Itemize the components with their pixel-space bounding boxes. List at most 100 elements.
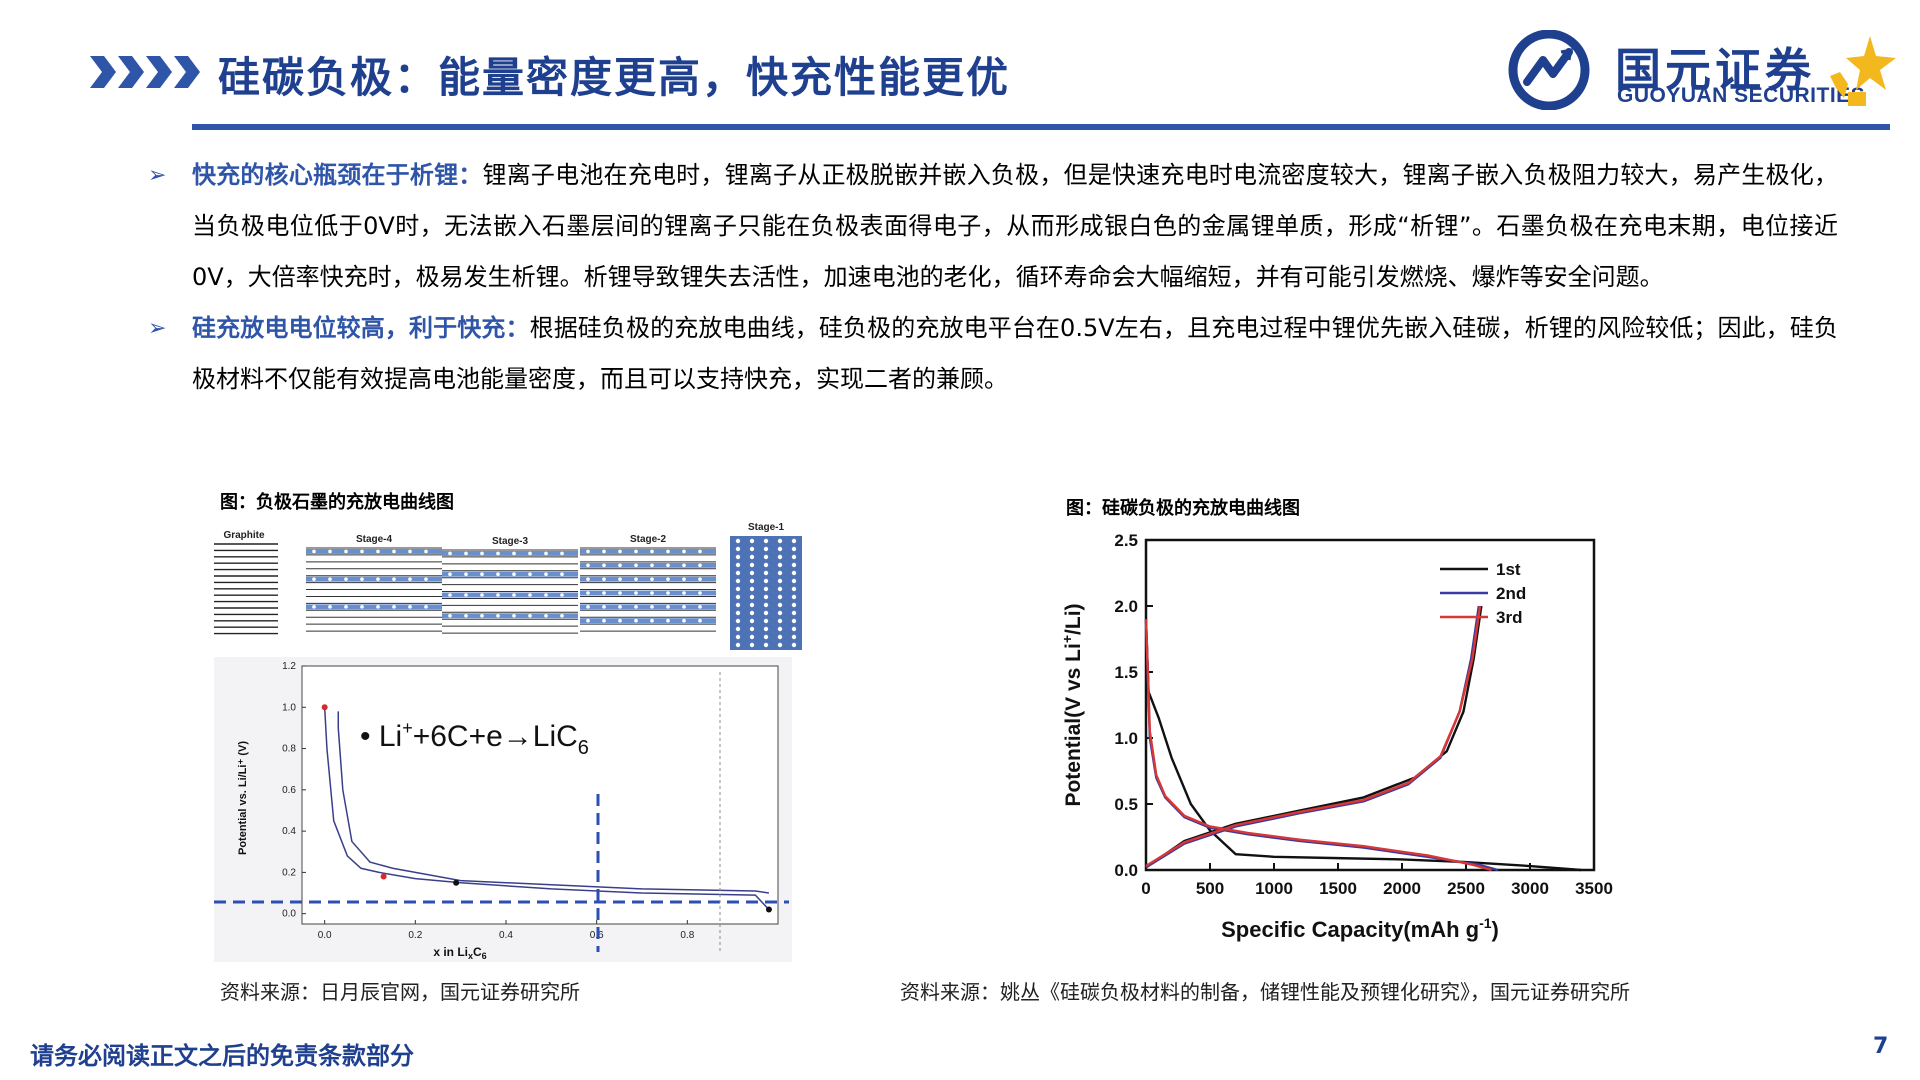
lithium-ion [763, 626, 769, 632]
lithium-ion [512, 572, 516, 577]
lithium-ion [777, 602, 783, 608]
lithium-ion [698, 605, 702, 609]
lithium-ion [791, 570, 797, 576]
series-line-3rd [1144, 619, 1492, 872]
lithium-ion [763, 570, 769, 576]
x-tick-label: 0.4 [499, 930, 513, 941]
lithium-ion [512, 551, 516, 556]
lithium-ion [408, 577, 412, 581]
lithium-ion [735, 586, 741, 592]
x-tick-label: 0 [1141, 879, 1150, 898]
lithium-ion [528, 551, 532, 556]
lithium-ion [560, 613, 564, 618]
figure-left-caption: 图：负极石墨的充放电曲线图 [220, 492, 454, 513]
stage-label: Stage-4 [356, 534, 393, 545]
lithium-ion [512, 593, 516, 597]
data-marker [321, 704, 328, 711]
y-tick-label: 0.0 [1114, 861, 1138, 880]
company-logo: 国元证券 GUOYUAN SECURITIES [1505, 28, 1900, 114]
lithium-ion [791, 546, 797, 552]
lithium-ion [328, 549, 332, 554]
lithium-ion [344, 577, 348, 581]
page-title: 硅碳负极：能量密度更高，快充性能更优 [218, 53, 1011, 102]
lithium-ion [448, 572, 452, 577]
lithium-ion [777, 538, 783, 544]
title-divider [192, 124, 1890, 130]
reaction-equation: • Li++6C+e→LiC6 [360, 718, 589, 759]
lithium-ion [735, 562, 741, 568]
lithium-ion [512, 613, 516, 618]
plot-frame [301, 665, 779, 925]
lithium-ion [650, 577, 654, 581]
intercalated-lithium-layer [442, 571, 578, 577]
lithium-ion [448, 593, 452, 597]
lithium-ion [464, 593, 468, 597]
x-tick-label: 2500 [1447, 879, 1485, 898]
lithium-ion [376, 577, 380, 581]
lithium-ion [698, 563, 702, 568]
lithium-ion [586, 577, 590, 581]
lithium-ion [763, 538, 769, 544]
guoyuan-emblem-icon [1508, 30, 1590, 110]
lithium-ion [464, 572, 468, 577]
lithium-ion [544, 572, 548, 577]
figure-right-caption: 图：硅碳负极的充放电曲线图 [1066, 498, 1300, 519]
lithium-ion [480, 593, 484, 597]
lithium-ion [735, 618, 741, 624]
lithium-ion [791, 554, 797, 560]
lithium-ion [791, 634, 797, 640]
lithium-ion [650, 591, 654, 595]
lithium-ion [586, 563, 590, 568]
bullet-item: ➢ 硅充放电电位较高，利于快充：根据硅负极的充放电曲线，硅负极的充放电平台在0.… [148, 303, 1838, 405]
stage1-block [730, 536, 802, 650]
y-tick-label: 0.2 [282, 867, 296, 878]
lithium-ion [777, 546, 783, 552]
intercalated-lithium-layer [580, 590, 716, 596]
lithium-ion [634, 563, 638, 568]
intercalated-lithium-layer [306, 549, 442, 554]
lithium-ion [602, 618, 606, 623]
lithium-ion [763, 610, 769, 616]
lithium-ion [360, 605, 364, 609]
lithium-ion [791, 538, 797, 544]
lithium-ion [618, 618, 622, 623]
lithium-ion [763, 602, 769, 608]
x-tick-label: 2000 [1383, 879, 1421, 898]
lithium-ion [698, 618, 702, 623]
lithium-ion [777, 562, 783, 568]
lithium-ion [735, 538, 741, 544]
stage-label: Stage-2 [630, 534, 667, 545]
lithium-ion [602, 549, 606, 554]
lithium-ion [560, 551, 564, 556]
lithium-ion [763, 642, 769, 648]
lithium-ion [392, 605, 396, 609]
lithium-ion [528, 593, 532, 597]
x-tick-label: 0.8 [680, 930, 694, 941]
intercalated-lithium-layer [306, 604, 442, 610]
disclaimer-note: 请务必阅读正文之后的免责条款部分 [30, 1042, 414, 1070]
lithium-ion [749, 554, 755, 560]
lithium-ion [634, 605, 638, 609]
lithium-ion [586, 549, 590, 554]
lithium-ion [666, 618, 670, 623]
lithium-ion [749, 570, 755, 576]
x-tick-label: 500 [1196, 879, 1224, 898]
y-tick-label: 0.0 [282, 909, 296, 920]
lithium-ion [650, 605, 654, 609]
lithium-ion [777, 554, 783, 560]
lithium-ion [560, 593, 564, 597]
lithium-ion [544, 613, 548, 618]
y-tick-label: 0.5 [1114, 795, 1138, 814]
lithium-ion [344, 605, 348, 609]
lithium-ion [791, 594, 797, 600]
right-x-axis-label: Specific Capacity(mAh g-1) [1221, 915, 1499, 942]
lithium-ion [424, 549, 428, 554]
lithium-ion [777, 618, 783, 624]
lithium-ion [666, 577, 670, 581]
page-number: 7 [1873, 1034, 1889, 1059]
left-chart-lines [321, 704, 772, 913]
lithium-ion [791, 586, 797, 592]
lithium-ion [666, 605, 670, 609]
lithium-ion [682, 618, 686, 623]
lithium-ion [650, 618, 654, 623]
